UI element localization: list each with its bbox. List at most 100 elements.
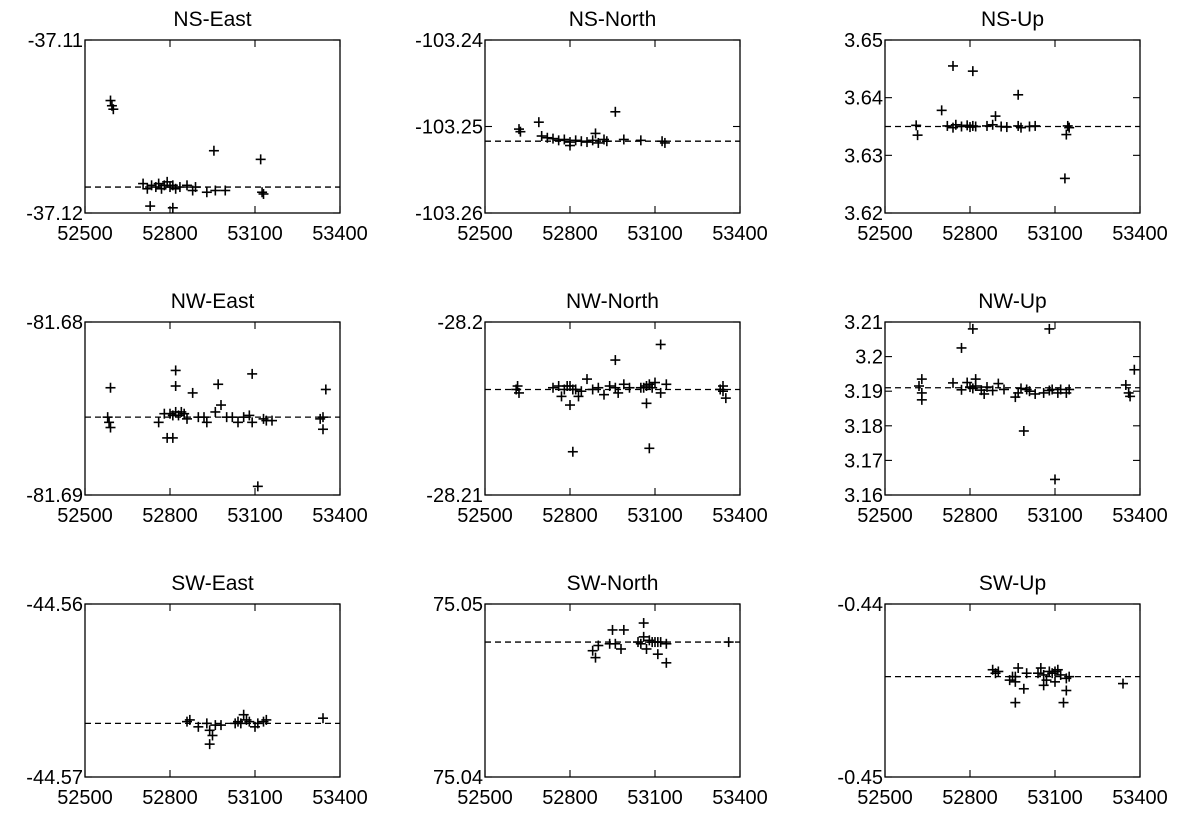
data-point <box>213 379 224 390</box>
data-point <box>1033 668 1043 679</box>
data-point <box>216 400 226 411</box>
data-point <box>1030 388 1041 399</box>
data-point <box>174 182 185 193</box>
data-point <box>247 417 258 428</box>
data-point <box>553 381 564 392</box>
data-point <box>162 176 173 187</box>
y-tick-label: 3.2 <box>855 347 883 369</box>
data-point <box>258 188 269 199</box>
x-tick-label: 53100 <box>627 505 683 527</box>
data-point <box>635 135 646 146</box>
y-tick-label: -81.68 <box>26 312 83 334</box>
panel-ns-east: NS-East 52500 52800 53100 53400 -37.11 -37.12 <box>26 8 368 245</box>
data-point <box>167 432 178 443</box>
x-tick-label: 52500 <box>857 505 913 527</box>
data-point <box>255 154 266 165</box>
x-tick-label: 53400 <box>1112 505 1168 527</box>
data-point <box>179 408 190 419</box>
data-point <box>1052 664 1063 675</box>
data-point <box>582 374 592 385</box>
data-point <box>1016 383 1026 394</box>
data-point <box>604 381 615 392</box>
data-point <box>982 120 992 131</box>
data-point <box>956 384 967 395</box>
y-tick-label: -103.25 <box>415 117 483 139</box>
data-point <box>193 721 204 732</box>
y-tick-label: -0.45 <box>837 767 883 789</box>
data-point <box>184 714 195 725</box>
x-tick-label: 52500 <box>857 223 913 245</box>
data-point <box>108 104 119 115</box>
data-point <box>201 718 212 729</box>
x-tick-label: 53400 <box>712 505 768 527</box>
data-point <box>1013 89 1024 100</box>
data-point <box>1010 676 1021 687</box>
data-point <box>593 137 604 148</box>
y-tick-label: 75.04 <box>433 767 483 789</box>
panel-title: SW-Up <box>979 572 1046 595</box>
data-point <box>1016 122 1026 133</box>
data-point <box>1118 678 1128 689</box>
data-point <box>170 183 181 194</box>
y-tick-label: -28.21 <box>426 485 483 507</box>
data-point <box>638 631 649 642</box>
plot-frame <box>84 321 341 496</box>
data-point <box>661 657 672 668</box>
data-point <box>635 638 646 649</box>
data-point <box>641 398 652 409</box>
data-point <box>238 709 249 720</box>
data-point <box>576 386 587 397</box>
panel-title: NS-East <box>173 8 251 31</box>
data-point <box>610 106 621 117</box>
data-point <box>723 637 734 648</box>
x-tick-label: 53400 <box>712 223 768 245</box>
data-point <box>153 417 164 428</box>
data-point <box>102 412 113 423</box>
data-point <box>252 481 263 492</box>
data-point <box>536 131 547 142</box>
data-point <box>936 105 947 116</box>
x-tick-label: 53400 <box>312 223 368 245</box>
data-point <box>318 424 328 435</box>
data-point <box>1125 391 1136 402</box>
data-point <box>238 412 249 423</box>
x-tick-label: 53400 <box>312 787 368 809</box>
y-tick-label: -37.11 <box>28 30 83 52</box>
panel-nw-up: NW-Up 52500 52800 53100 53400 3.21 3.2 3.19 3.18… <box>844 290 1168 527</box>
data-point <box>650 377 660 388</box>
data-point <box>210 185 221 196</box>
panel-title: SW-North <box>567 572 659 595</box>
y-tick-label: 3.65 <box>844 30 883 52</box>
y-tick-label: 3.63 <box>844 145 883 167</box>
data-point <box>1050 676 1060 687</box>
x-tick-label: 53100 <box>227 505 283 527</box>
data-point <box>1058 697 1069 708</box>
data-point <box>153 178 164 189</box>
data-point <box>512 381 523 392</box>
x-tick-label: 53100 <box>227 787 283 809</box>
data-point <box>559 134 570 145</box>
data-point <box>661 638 672 649</box>
data-point <box>950 119 961 130</box>
x-tick-label: 52500 <box>57 787 113 809</box>
panel-title: NS-Up <box>981 8 1044 31</box>
data-point <box>105 422 116 433</box>
plot-frame <box>484 39 741 214</box>
plot-frame <box>884 39 1141 214</box>
data-point <box>187 387 198 398</box>
panel-sw-north: SW-North 52500 52800 53100 53400 75.05 75.04 <box>433 572 768 809</box>
plot-frame <box>484 603 741 778</box>
data-point <box>1030 120 1041 131</box>
data-point <box>982 382 992 393</box>
data-point <box>542 132 553 143</box>
y-tick-label: -0.44 <box>837 594 883 616</box>
data-point <box>970 381 981 392</box>
y-tick-label: 3.16 <box>844 485 883 507</box>
data-point <box>227 412 238 423</box>
panel-title: NW-North <box>566 290 659 313</box>
data-point <box>207 730 218 741</box>
data-point <box>515 126 526 137</box>
data-point <box>618 379 629 390</box>
data-point <box>610 382 621 393</box>
